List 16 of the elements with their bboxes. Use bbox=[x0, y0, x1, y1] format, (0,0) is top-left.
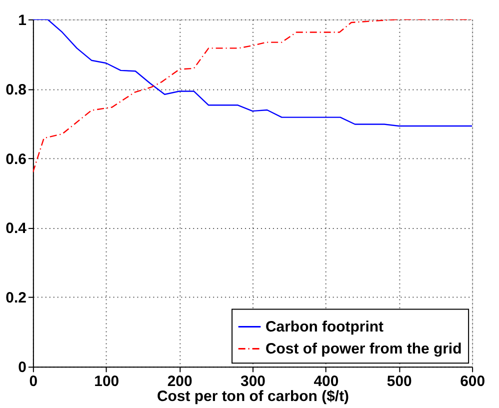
y-tick-label: 0.6 bbox=[6, 150, 26, 168]
x-tick-label: 400 bbox=[314, 373, 339, 390]
legend-label: Cost of power from the grid bbox=[265, 340, 462, 358]
x-tick-label: 200 bbox=[167, 373, 192, 390]
x-tick-label: 600 bbox=[460, 373, 486, 390]
x-tick-label: 100 bbox=[94, 373, 120, 390]
x-axis-title: Cost per ton of carbon ($/t) bbox=[156, 388, 350, 406]
x-tick-label: 500 bbox=[386, 373, 412, 390]
y-tick-label: 1 bbox=[18, 12, 26, 29]
y-tick-label: 0.4 bbox=[6, 220, 28, 238]
x-tick-label: 300 bbox=[240, 373, 266, 390]
y-tick-label: 0.2 bbox=[6, 290, 26, 307]
legend-label: Carbon footprint bbox=[265, 318, 384, 336]
y-tick-label: 0 bbox=[18, 359, 26, 376]
y-tick-label: 0.8 bbox=[6, 81, 26, 98]
x-tick-label: 0 bbox=[29, 373, 38, 390]
